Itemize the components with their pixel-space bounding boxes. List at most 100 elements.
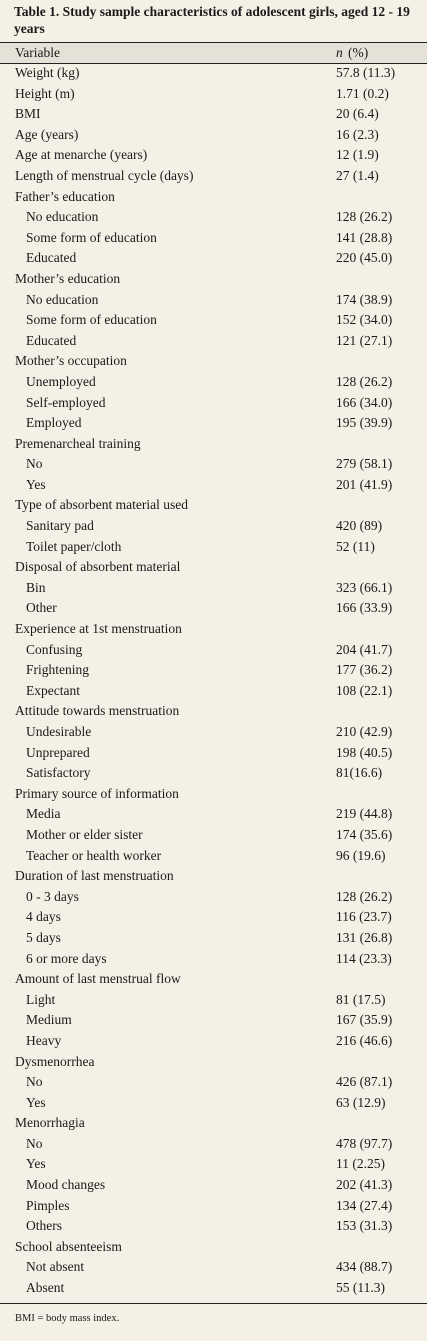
header-symbol: n — [336, 45, 343, 60]
sub-value: 216 (46.6) — [336, 1032, 393, 1048]
row-label: Height (m) — [15, 85, 75, 101]
table-row: Premenarcheal training — [0, 434, 427, 455]
sub-label: No — [26, 456, 43, 472]
sub-value: 202 (41.3) — [336, 1177, 393, 1193]
sub-value: 55 (11.3) — [336, 1280, 385, 1296]
sub-value: 121 (27.1) — [336, 332, 393, 348]
sub-value: 128 (26.2) — [336, 373, 393, 389]
sub-value: 177 (36.2) — [336, 662, 393, 678]
sub-row: Undesirable 210 (42.9) — [0, 722, 427, 743]
sub-label: Some form of education — [26, 229, 157, 245]
sub-value: 81 (17.5) — [336, 991, 386, 1007]
sub-value: 63 (12.9) — [336, 1094, 386, 1110]
sub-label: Educated — [26, 332, 77, 348]
sub-label: Mother or elder sister — [26, 826, 143, 842]
sub-label: 5 days — [26, 929, 61, 945]
sub-value: 131 (26.8) — [336, 929, 393, 945]
sub-label: Mood changes — [26, 1177, 106, 1193]
sub-value: 426 (87.1) — [336, 1074, 393, 1090]
sub-label: 6 or more days — [26, 950, 107, 966]
sub-value: 420 (89) — [336, 518, 383, 534]
sub-row: Educated 220 (45.0) — [0, 248, 427, 269]
table-row: Mother’s education — [0, 269, 427, 290]
row-value: 27 (1.4) — [336, 167, 379, 183]
sub-label: Unprepared — [26, 744, 90, 760]
sub-label: Others — [26, 1218, 62, 1234]
sub-value: 323 (66.1) — [336, 579, 393, 595]
sub-row: Others 153 (31.3) — [0, 1216, 427, 1237]
row-label: Menorrhagia — [15, 1115, 85, 1131]
table-row: Attitude towards menstruation — [0, 701, 427, 722]
sub-row: Pimples 134 (27.4) — [0, 1196, 427, 1217]
sub-value: 434 (88.7) — [336, 1259, 393, 1275]
sub-row: Mood changes 202 (41.3) — [0, 1175, 427, 1196]
table-row: Dysmenorrhea — [0, 1052, 427, 1073]
sub-row: No education 174 (38.9) — [0, 290, 427, 311]
row-label: Father’s education — [15, 188, 115, 204]
row-label: Attitude towards menstruation — [15, 703, 180, 719]
sub-row: Medium 167 (35.9) — [0, 1010, 427, 1031]
table-row: Disposal of absorbent material — [0, 557, 427, 578]
row-value: 16 (2.3) — [336, 126, 379, 142]
row-label: Type of absorbent material used — [15, 497, 188, 513]
sub-value: 152 (34.0) — [336, 312, 393, 328]
row-label: Duration of last menstruation — [15, 868, 174, 884]
sub-label: Other — [26, 600, 57, 616]
bottom-rule — [0, 1303, 427, 1304]
row-label: Age (years) — [15, 126, 79, 142]
sub-label: Self-employed — [26, 394, 106, 410]
table-row: Duration of last menstruation — [0, 866, 427, 887]
row-label: Mother’s education — [15, 270, 121, 286]
sub-label: Medium — [26, 1012, 72, 1028]
sub-value: 128 (26.2) — [336, 209, 393, 225]
sub-value: 153 (31.3) — [336, 1218, 393, 1234]
table-row: Experience at 1st menstruation — [0, 619, 427, 640]
sub-value: 174 (35.6) — [336, 826, 393, 842]
footnote: BMI = body mass index. — [15, 1313, 120, 1324]
table-row: School absenteeism — [0, 1237, 427, 1258]
row-value: 12 (1.9) — [336, 147, 379, 163]
row-value: 20 (6.4) — [336, 106, 379, 122]
row-label: Weight (kg) — [15, 65, 80, 80]
sub-value: 134 (27.4) — [336, 1197, 393, 1213]
sub-value: 478 (97.7) — [336, 1135, 393, 1151]
sub-value: 198 (40.5) — [336, 744, 393, 760]
sub-label: No education — [26, 291, 99, 307]
row-value: 57.8 (11.3) — [336, 65, 396, 80]
sub-value: 195 (39.9) — [336, 415, 393, 431]
sub-label: Yes — [26, 1094, 46, 1110]
sub-label: Not absent — [26, 1259, 85, 1275]
sub-label: Confusing — [26, 641, 83, 657]
sub-row: Absent 55 (11.3) — [0, 1278, 427, 1299]
sub-label: Teacher or health worker — [26, 847, 162, 863]
sub-value: 210 (42.9) — [336, 724, 393, 739]
table-row: Mother’s occupation — [0, 351, 427, 372]
row-label: Experience at 1st menstruation — [15, 621, 182, 637]
sub-label: No education — [26, 209, 99, 225]
table-row: Age at menarche (years) 12 (1.9) — [0, 145, 427, 166]
header-variable: Variable — [15, 45, 60, 60]
sub-row: Unprepared 198 (40.5) — [0, 743, 427, 764]
sub-row: No 426 (87.1) — [0, 1072, 427, 1093]
sub-row: 5 days 131 (26.8) — [0, 928, 427, 949]
sub-label: No — [26, 1074, 43, 1090]
sub-value: 204 (41.7) — [336, 641, 393, 657]
sub-row: Teacher or health worker 96 (19.6) — [0, 846, 427, 867]
table-row: Type of absorbent material used — [0, 495, 427, 516]
sub-row: Heavy 216 (46.6) — [0, 1031, 427, 1052]
row-value: 1.71 (0.2) — [336, 85, 389, 101]
sub-row: Self-employed 166 (34.0) — [0, 393, 427, 414]
sub-value: 141 (28.8) — [336, 229, 393, 245]
sub-label: Light — [26, 991, 56, 1007]
table-row: Height (m) 1.71 (0.2) — [0, 84, 427, 105]
sub-label: Employed — [26, 415, 82, 431]
sub-row: Mother or elder sister 174 (35.6) — [0, 825, 427, 846]
sub-value: 52 (11) — [336, 538, 375, 554]
sub-row: Employed 195 (39.9) — [0, 413, 427, 434]
sub-row: No 478 (97.7) — [0, 1134, 427, 1155]
header-row: Variable n (%) — [0, 42, 427, 64]
sub-label: Pimples — [26, 1197, 70, 1213]
sub-value: 81(16.6) — [336, 765, 383, 781]
sub-value: 279 (58.1) — [336, 456, 393, 472]
row-label: BMI — [15, 106, 41, 122]
